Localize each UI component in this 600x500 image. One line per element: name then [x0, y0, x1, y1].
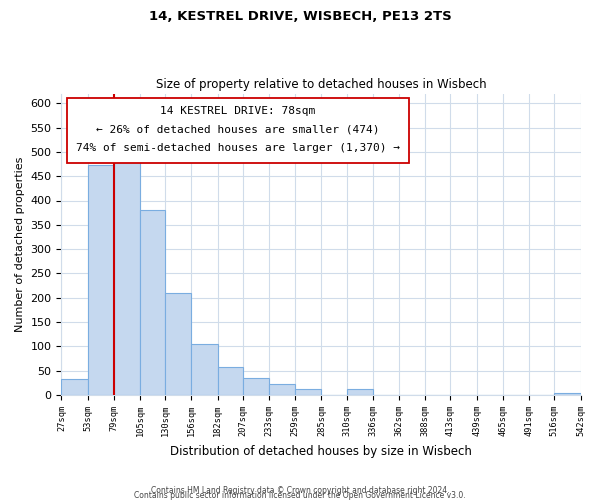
Text: 14 KESTREL DRIVE: 78sqm: 14 KESTREL DRIVE: 78sqm	[160, 106, 316, 116]
Y-axis label: Number of detached properties: Number of detached properties	[15, 156, 25, 332]
X-axis label: Distribution of detached houses by size in Wisbech: Distribution of detached houses by size …	[170, 444, 472, 458]
Bar	[61, 380, 88, 395]
Bar	[114, 152, 140, 395]
FancyBboxPatch shape	[67, 98, 409, 163]
Bar	[347, 389, 373, 395]
Bar	[295, 388, 322, 395]
Bar	[269, 384, 295, 395]
Bar	[554, 394, 581, 395]
Title: Size of property relative to detached houses in Wisbech: Size of property relative to detached ho…	[155, 78, 486, 91]
Bar	[191, 344, 218, 395]
Text: Contains public sector information licensed under the Open Government Licence v3: Contains public sector information licen…	[134, 491, 466, 500]
Text: 14, KESTREL DRIVE, WISBECH, PE13 2TS: 14, KESTREL DRIVE, WISBECH, PE13 2TS	[149, 10, 451, 23]
Text: Contains HM Land Registry data © Crown copyright and database right 2024.: Contains HM Land Registry data © Crown c…	[151, 486, 449, 495]
Bar	[218, 367, 243, 395]
Bar	[88, 164, 114, 395]
Text: 74% of semi-detached houses are larger (1,370) →: 74% of semi-detached houses are larger (…	[76, 142, 400, 152]
Bar	[165, 293, 191, 395]
Text: ← 26% of detached houses are smaller (474): ← 26% of detached houses are smaller (47…	[96, 124, 380, 134]
Bar	[243, 378, 269, 395]
Bar	[140, 210, 165, 395]
